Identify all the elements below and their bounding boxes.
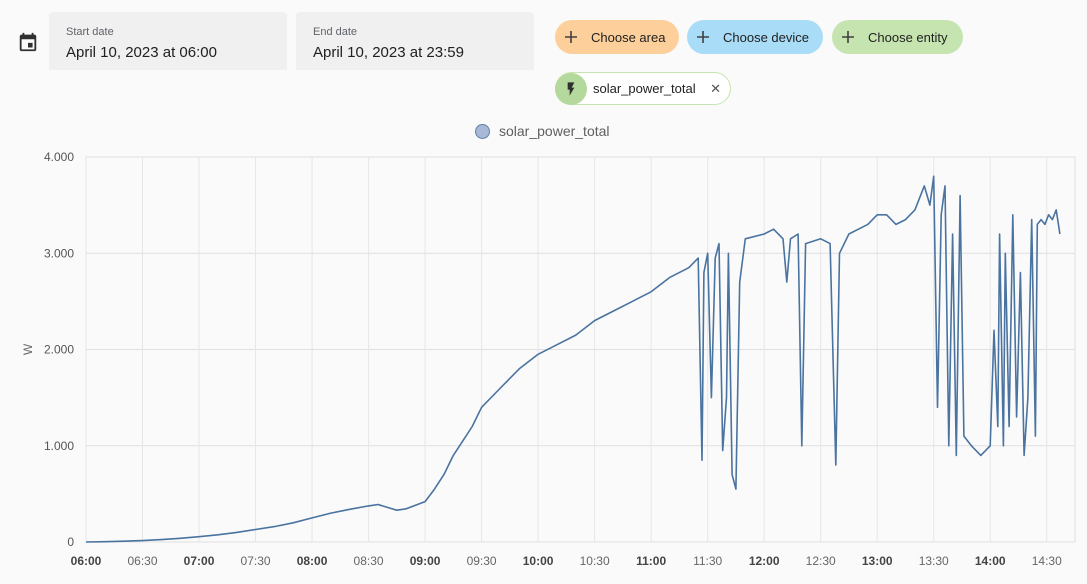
legend-marker: [475, 123, 490, 139]
choose-device-button[interactable]: Choose device: [687, 20, 823, 54]
plus-icon: [697, 31, 709, 43]
x-tick-label: 10:30: [580, 554, 610, 568]
remove-entity-close-icon[interactable]: ✕: [710, 80, 721, 96]
end-date-value: April 10, 2023 at 23:59: [313, 44, 464, 61]
x-tick-label: 12:30: [806, 554, 836, 568]
x-tick-label: 14:30: [1032, 554, 1062, 568]
y-tick-label: 2.000: [44, 343, 74, 357]
y-tick-label: 1.000: [44, 439, 74, 453]
flash-icon: [555, 72, 587, 105]
x-tick-label: 11:30: [693, 554, 722, 568]
x-tick-label: 12:00: [749, 554, 780, 568]
x-tick-label: 11:00: [636, 554, 666, 568]
plus-icon: [565, 31, 577, 43]
x-tick-label: 08:30: [354, 554, 384, 568]
legend-label: solar_power_total: [499, 123, 610, 139]
x-tick-label: 07:00: [184, 554, 215, 568]
choose-entity-label: Choose entity: [868, 29, 948, 45]
selected-entity-name: solar_power_total: [593, 81, 696, 96]
chart-legend-item[interactable]: solar_power_total: [475, 123, 610, 139]
x-tick-label: 07:30: [241, 554, 271, 568]
y-tick-label: 3.000: [44, 246, 74, 260]
start-date-value: April 10, 2023 at 06:00: [66, 44, 217, 61]
x-tick-label: 09:30: [467, 554, 497, 568]
series-line-solar-power-total: [85, 175, 1061, 543]
calendar-icon[interactable]: [14, 28, 42, 56]
start-date-label: Start date: [66, 26, 114, 38]
x-tick-label: 06:30: [127, 554, 157, 568]
x-tick-label: 06:00: [71, 554, 102, 568]
y-axis-label: W: [21, 343, 35, 355]
plus-icon: [842, 31, 854, 43]
start-date-field[interactable]: Start date April 10, 2023 at 06:00: [49, 12, 287, 70]
choose-device-label: Choose device: [723, 29, 809, 45]
x-tick-label: 09:00: [410, 554, 441, 568]
x-tick-label: 14:00: [975, 554, 1006, 568]
end-date-field[interactable]: End date April 10, 2023 at 23:59: [296, 12, 534, 70]
end-date-label: End date: [313, 26, 358, 38]
choose-area-label: Choose area: [591, 29, 666, 45]
selected-entity-chip[interactable]: solar_power_total ✕: [555, 72, 731, 105]
x-tick-label: 13:30: [919, 554, 949, 568]
x-tick-label: 13:00: [862, 554, 893, 568]
y-tick-label: 4.000: [44, 150, 74, 164]
choose-entity-button[interactable]: Choose entity: [832, 20, 963, 54]
x-tick-label: 08:00: [297, 554, 328, 568]
choose-area-button[interactable]: Choose area: [555, 20, 679, 54]
x-tick-label: 10:00: [523, 554, 554, 568]
y-tick-label: 0: [67, 535, 74, 549]
